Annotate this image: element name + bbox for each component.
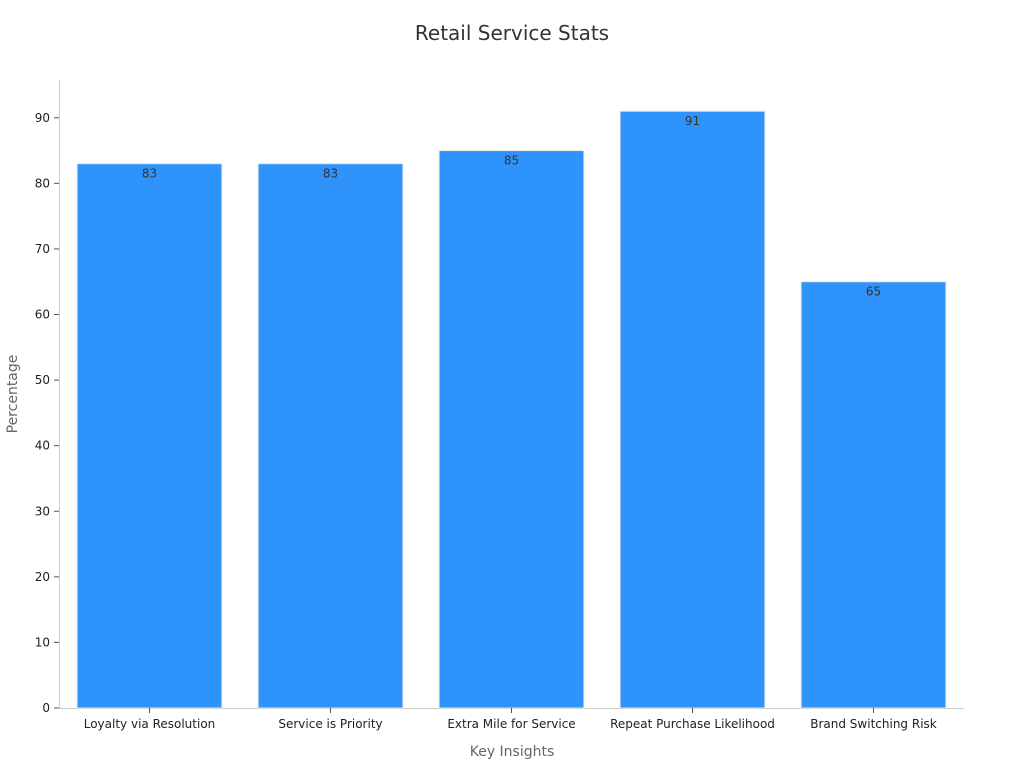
bar-value-label: 85 bbox=[504, 154, 519, 168]
bar-value-label: 83 bbox=[323, 167, 338, 181]
x-tick-label: Repeat Purchase Likelihood bbox=[610, 717, 775, 731]
bar bbox=[619, 110, 766, 709]
y-tick-label: 40 bbox=[35, 439, 50, 453]
y-tick-label: 0 bbox=[42, 701, 50, 715]
x-axis-ticks: Loyalty via Resolution Service is Priorit… bbox=[84, 708, 937, 731]
y-tick-label: 60 bbox=[35, 308, 50, 322]
x-tick-label: Loyalty via Resolution bbox=[84, 717, 216, 731]
y-tick-label: 10 bbox=[35, 635, 50, 649]
x-axis-title: Key Insights bbox=[470, 744, 555, 760]
bar-series: 83 83 85 91 65 bbox=[76, 110, 947, 709]
bar-value-label: 91 bbox=[685, 114, 700, 128]
y-tick-label: 50 bbox=[35, 373, 50, 387]
bar bbox=[76, 163, 223, 709]
bar bbox=[438, 150, 585, 709]
bar-value-label: 65 bbox=[866, 285, 881, 299]
chart-title: Retail Service Stats bbox=[415, 21, 609, 45]
y-tick-label: 20 bbox=[35, 570, 50, 584]
x-tick-label: Service is Priority bbox=[278, 717, 382, 731]
y-tick-label: 70 bbox=[35, 242, 50, 256]
bar bbox=[800, 281, 947, 709]
bar-value-label: 83 bbox=[142, 167, 157, 181]
y-tick-label: 90 bbox=[35, 111, 50, 125]
plot-area: 0 10 20 30 40 50 60 70 80 90 83 83 85 91 65 Loyalty v… bbox=[35, 80, 964, 731]
y-axis-title: Percentage bbox=[5, 355, 21, 434]
bar bbox=[257, 163, 404, 709]
x-tick-label: Extra Mile for Service bbox=[447, 717, 575, 731]
y-axis-ticks: 0 10 20 30 40 50 60 70 80 90 bbox=[35, 111, 59, 715]
x-tick-label: Brand Switching Risk bbox=[810, 717, 937, 731]
y-tick-label: 80 bbox=[35, 176, 50, 190]
y-tick-label: 30 bbox=[35, 504, 50, 518]
